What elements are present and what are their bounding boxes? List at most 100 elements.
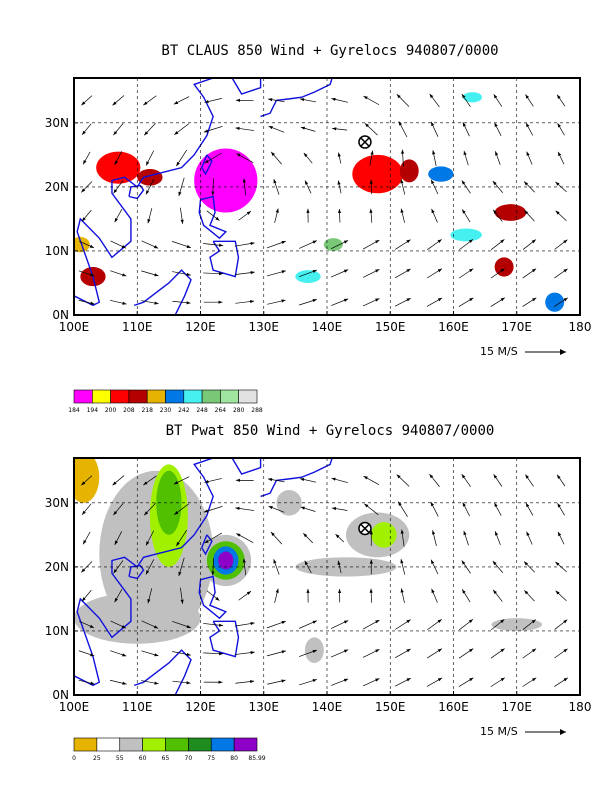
x-tick-label: 170E bbox=[502, 320, 533, 334]
wind-vector-head bbox=[235, 126, 240, 131]
colorbar-label: 280 bbox=[233, 407, 245, 414]
wind-vector-head bbox=[83, 160, 87, 165]
wind-vector-head bbox=[176, 541, 180, 547]
wind-vector-head bbox=[81, 188, 86, 193]
wind-vector-head bbox=[369, 559, 373, 564]
wind-vector-head bbox=[396, 474, 401, 479]
wind-vector-head bbox=[531, 648, 537, 653]
colorbar-swatch bbox=[220, 389, 239, 404]
x-tick-label: 100E bbox=[59, 320, 90, 334]
wind-vector-head bbox=[400, 179, 404, 184]
wind-vector-head bbox=[469, 268, 474, 273]
wind-vector-head bbox=[400, 559, 404, 564]
wind-vector-head bbox=[369, 530, 373, 535]
wind-vector-head bbox=[312, 299, 317, 303]
y-tick-label: 10N bbox=[45, 244, 69, 258]
wind-vector-head bbox=[462, 589, 466, 594]
coastline bbox=[200, 534, 213, 556]
wind-vector-head bbox=[81, 568, 86, 573]
colorbar-swatch bbox=[210, 737, 235, 752]
wind-vector-head bbox=[555, 210, 560, 215]
wind-vector-head bbox=[300, 506, 305, 510]
wind-vector-head bbox=[525, 94, 530, 99]
wind-vector-head bbox=[186, 272, 191, 276]
wind-vector-head bbox=[462, 122, 467, 127]
wind-vector-head bbox=[406, 239, 411, 244]
wind-vector-head bbox=[563, 297, 568, 302]
wind-vector-head bbox=[250, 679, 255, 684]
shaded-feature bbox=[462, 92, 482, 103]
wind-vector-head bbox=[563, 239, 568, 244]
wind-vector-head bbox=[343, 298, 349, 302]
wind-vector-head bbox=[526, 531, 530, 536]
wind-vector-head bbox=[437, 677, 443, 682]
x-tick-label: 110E bbox=[122, 700, 153, 714]
wind-vector-head bbox=[90, 273, 95, 277]
coastline bbox=[200, 154, 213, 176]
wind-vector-head bbox=[500, 619, 505, 624]
colorbar-swatch bbox=[233, 737, 258, 752]
wind-vector-head bbox=[401, 149, 405, 154]
wind-vector-head bbox=[180, 219, 184, 224]
wind-vector-head bbox=[215, 596, 220, 601]
wind-vector-head bbox=[299, 98, 305, 102]
wind-vector-head bbox=[526, 151, 530, 156]
wind-vector-head bbox=[90, 301, 95, 305]
reference-vector-label-top: 15 M/S bbox=[480, 345, 518, 358]
wind-vector-head bbox=[337, 208, 342, 214]
wind-vector-head bbox=[429, 93, 434, 99]
wind-vector-head bbox=[145, 190, 150, 195]
wind-vector-head bbox=[218, 272, 224, 276]
wind-vector-head bbox=[463, 150, 467, 156]
wind-vector-head bbox=[113, 189, 118, 194]
wind-vector-head bbox=[500, 677, 505, 682]
wind-vector-head bbox=[113, 569, 118, 574]
shaded-feature bbox=[399, 159, 419, 183]
wind-vector-head bbox=[299, 477, 305, 482]
wind-vector-head bbox=[82, 510, 86, 515]
wind-vector-head bbox=[218, 652, 224, 656]
wind-vector-head bbox=[153, 245, 159, 249]
colorbar-label: 264 bbox=[215, 407, 227, 414]
wind-vector-head bbox=[461, 474, 466, 479]
colorbar-label: 25 bbox=[93, 755, 101, 762]
wind-vector-head bbox=[524, 590, 529, 595]
wind-vector-head bbox=[332, 127, 337, 131]
wind-vector-head bbox=[235, 98, 240, 102]
wind-vector-head bbox=[406, 648, 411, 653]
coastline bbox=[260, 78, 333, 118]
wind-vector-head bbox=[204, 99, 209, 104]
wind-vector-head bbox=[343, 620, 349, 624]
wind-vector-head bbox=[557, 123, 561, 128]
wind-vector-head bbox=[430, 501, 435, 507]
wind-vector-head bbox=[431, 559, 435, 564]
coastline bbox=[133, 269, 192, 315]
wind-vector-head bbox=[557, 474, 561, 479]
colorbar-label: 230 bbox=[160, 407, 172, 414]
wind-vector-head bbox=[281, 650, 286, 654]
wind-vector-head bbox=[218, 300, 223, 304]
wind-vector-head bbox=[337, 560, 341, 565]
wind-vector-head bbox=[462, 209, 466, 214]
chart-title-top: BT CLAUS 850 Wind + Gyrelocs 940807/0000 bbox=[161, 43, 498, 59]
shaded-feature bbox=[494, 204, 527, 221]
shaded-feature bbox=[545, 292, 565, 312]
shaded-feature bbox=[352, 154, 403, 194]
coastline bbox=[133, 649, 192, 695]
wind-vector-head bbox=[236, 153, 241, 157]
wind-vector-head bbox=[431, 588, 435, 594]
wind-vector-head bbox=[375, 240, 380, 244]
wind-vector-head bbox=[122, 681, 127, 685]
x-tick-label: 150E bbox=[375, 320, 406, 334]
wind-vector-head bbox=[218, 680, 223, 684]
y-tick-label: 20N bbox=[45, 560, 69, 574]
colorbar-label: 248 bbox=[196, 407, 208, 414]
wind-vector-head bbox=[437, 297, 443, 302]
colorbar-label: 184 bbox=[68, 407, 80, 414]
wind-vector-head bbox=[275, 208, 279, 213]
x-tick-label: 140E bbox=[312, 320, 343, 334]
wind-vector-head bbox=[90, 681, 95, 685]
wind-vector-head bbox=[557, 503, 561, 508]
wind-vector-head bbox=[235, 506, 240, 511]
wind-vector-head bbox=[375, 678, 380, 682]
